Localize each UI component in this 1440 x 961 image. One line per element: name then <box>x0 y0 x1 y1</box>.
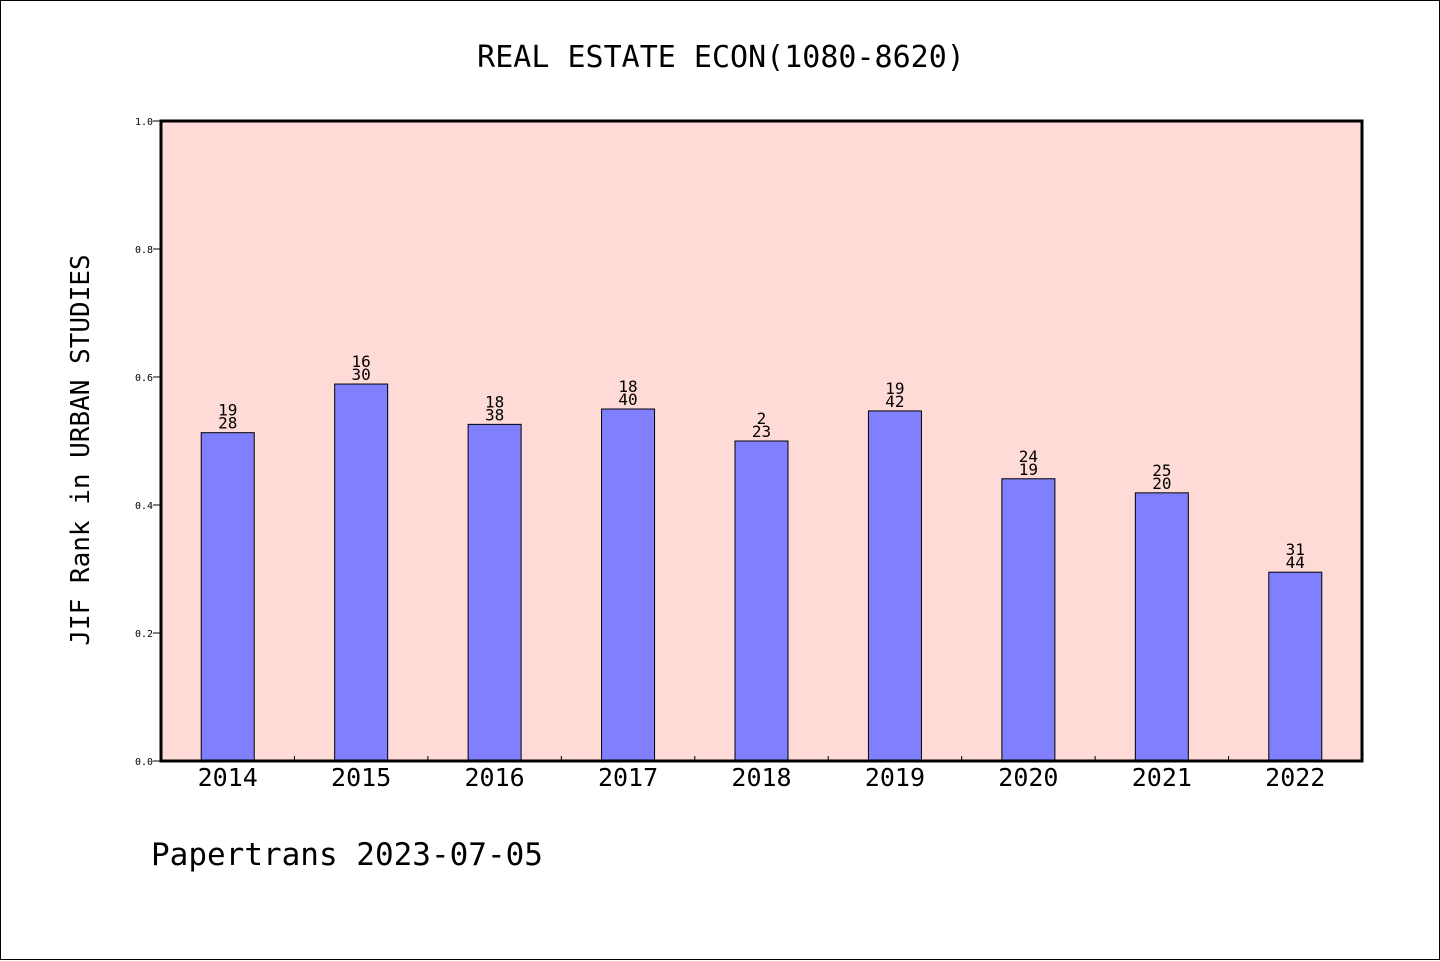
y-tick-label: 0.2 <box>135 629 153 640</box>
bar-label-top: 2 <box>757 409 767 428</box>
bar-label-bottom: 40 <box>618 390 637 409</box>
bar-label-bottom: 42 <box>885 392 904 411</box>
bar-label-top: 25 <box>1152 461 1171 480</box>
y-axis-ticks: 0.0 0.2 0.4 0.6 0.8 1.0 <box>135 117 161 768</box>
bar-2014 <box>200 432 255 762</box>
bar-2019 <box>867 410 922 762</box>
bar-2016 <box>467 423 522 762</box>
y-tick-label: 0.0 <box>135 757 153 768</box>
y-tick-label: 0.4 <box>135 501 153 512</box>
x-tick-label: 2018 <box>731 763 791 792</box>
bar-label-bottom: 38 <box>485 405 504 424</box>
x-tick-label: 2019 <box>865 763 925 792</box>
bar-label-top: 19 <box>218 401 237 420</box>
x-tick-label: 2022 <box>1265 763 1325 792</box>
bar-label-bottom: 19 <box>1019 460 1038 479</box>
bar-2015 <box>334 383 389 762</box>
bar-label-top: 18 <box>485 392 504 411</box>
chart-title: REAL ESTATE ECON(1080-8620) <box>477 40 965 75</box>
plot-border <box>159 119 1364 763</box>
x-tick-label: 2015 <box>331 763 391 792</box>
bar-label-top: 31 <box>1286 540 1305 559</box>
x-tick-label: 2014 <box>198 763 258 792</box>
bar-label-bottom: 23 <box>752 422 771 441</box>
bar-label-bottom: 28 <box>218 414 237 433</box>
x-tick-label: 2017 <box>598 763 658 792</box>
x-tick-label: 2016 <box>465 763 525 792</box>
y-tick-label: 0.6 <box>135 373 153 384</box>
bar-2020 <box>1001 478 1056 762</box>
footer-credit: Papertrans 2023-07-05 <box>151 837 543 873</box>
x-axis-ticks: 2014 2015 2016 2017 2018 2019 2020 2021 2022 <box>160 756 1363 792</box>
bar-2017 <box>601 408 656 762</box>
bar-label-top: 19 <box>885 379 904 398</box>
y-axis-label: JIF Rank in URBAN STUDIES <box>66 254 96 645</box>
bar-2022 <box>1268 571 1323 762</box>
y-tick-label: 0.8 <box>135 245 153 256</box>
bar-2018 <box>734 440 789 762</box>
x-tick-label: 2020 <box>998 763 1058 792</box>
bar-label-bottom: 30 <box>352 365 371 384</box>
bar-label-top: 24 <box>1019 447 1038 466</box>
x-tick-label: 2021 <box>1132 763 1192 792</box>
bar-2021 <box>1134 492 1189 762</box>
y-tick-label: 1.0 <box>135 117 153 128</box>
bar-label-top: 18 <box>618 377 637 396</box>
bar-label-bottom: 20 <box>1152 474 1171 493</box>
bar-label-bottom: 44 <box>1286 553 1305 572</box>
bar-label-top: 16 <box>352 352 371 371</box>
